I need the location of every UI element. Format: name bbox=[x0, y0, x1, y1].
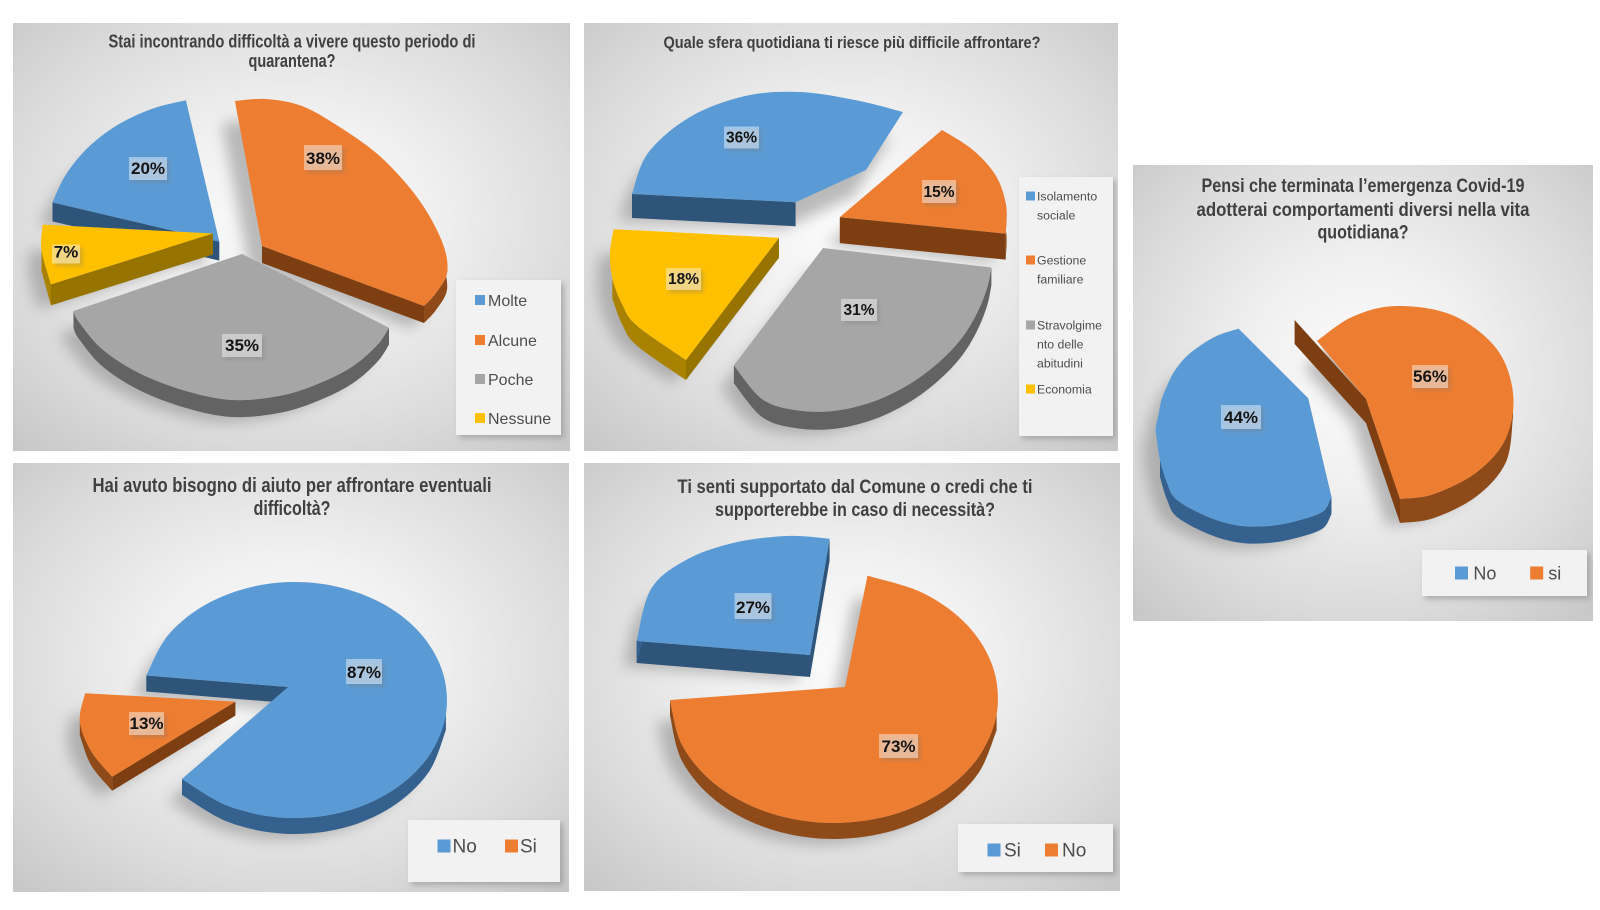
svg-text:35%: 35% bbox=[225, 336, 259, 355]
svg-text:Isolamento: Isolamento bbox=[1037, 189, 1097, 203]
svg-text:familiare: familiare bbox=[1037, 272, 1084, 286]
svg-text:Poche: Poche bbox=[488, 372, 533, 389]
svg-text:36%: 36% bbox=[726, 130, 757, 147]
svg-text:Pensi che terminata l’emergenz: Pensi che terminata l’emergenza Covid-19 bbox=[1202, 176, 1525, 197]
svg-text:27%: 27% bbox=[736, 598, 770, 617]
svg-text:No: No bbox=[1062, 841, 1086, 862]
svg-text:7%: 7% bbox=[54, 243, 79, 262]
svg-text:quarantena?: quarantena? bbox=[249, 51, 336, 71]
svg-text:Quale sfera quotidiana ti ries: Quale sfera quotidiana ti riesce più dif… bbox=[664, 33, 1041, 52]
svg-text:sociale: sociale bbox=[1037, 208, 1075, 222]
svg-text:Stravolgime: Stravolgime bbox=[1037, 318, 1102, 332]
svg-text:supporterebbe in caso di neces: supporterebbe in caso di necessità? bbox=[715, 500, 995, 521]
svg-text:Si: Si bbox=[520, 837, 537, 858]
svg-text:Molte: Molte bbox=[488, 293, 527, 310]
svg-text:Gestione: Gestione bbox=[1037, 253, 1086, 267]
svg-text:Nessune: Nessune bbox=[488, 411, 551, 428]
svg-text:Hai avuto bisogno di aiuto per: Hai avuto bisogno di aiuto per affrontar… bbox=[93, 475, 492, 497]
svg-text:31%: 31% bbox=[843, 302, 874, 319]
svg-text:38%: 38% bbox=[306, 149, 340, 168]
svg-text:20%: 20% bbox=[131, 159, 165, 178]
svg-text:si: si bbox=[1548, 564, 1561, 584]
svg-text:No: No bbox=[453, 837, 477, 858]
svg-text:Stai incontrando difficoltà a: Stai incontrando difficoltà a vivere que… bbox=[109, 32, 476, 52]
svg-text:difficoltà?: difficoltà? bbox=[254, 498, 331, 520]
svg-text:Alcune: Alcune bbox=[488, 333, 537, 350]
svg-text:18%: 18% bbox=[668, 271, 699, 288]
svg-text:87%: 87% bbox=[347, 663, 381, 682]
svg-text:15%: 15% bbox=[923, 184, 954, 201]
svg-text:56%: 56% bbox=[1413, 367, 1447, 386]
svg-text:Economia: Economia bbox=[1037, 382, 1092, 396]
svg-text:adotterai comportamenti divers: adotterai comportamenti diversi nella vi… bbox=[1197, 200, 1530, 221]
svg-text:44%: 44% bbox=[1224, 408, 1258, 427]
svg-text:13%: 13% bbox=[129, 714, 163, 733]
svg-text:No: No bbox=[1473, 564, 1496, 584]
svg-text:abitudini: abitudini bbox=[1037, 356, 1083, 370]
svg-text:73%: 73% bbox=[881, 737, 915, 756]
svg-text:Si: Si bbox=[1004, 841, 1021, 862]
svg-text:quotidiana?: quotidiana? bbox=[1318, 223, 1409, 244]
svg-text:nto delle: nto delle bbox=[1037, 337, 1084, 351]
svg-text:Ti senti supportato dal Comune: Ti senti supportato dal Comune o credi c… bbox=[678, 477, 1033, 498]
